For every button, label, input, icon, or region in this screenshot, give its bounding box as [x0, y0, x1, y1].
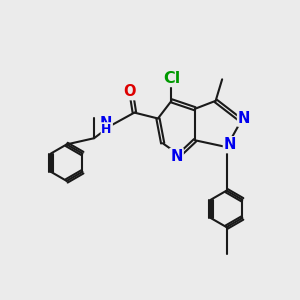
- Text: O: O: [124, 84, 136, 99]
- Text: H: H: [101, 123, 112, 136]
- Text: Cl: Cl: [163, 71, 180, 86]
- Text: N: N: [238, 111, 250, 126]
- Text: N: N: [99, 116, 112, 131]
- Text: N: N: [170, 149, 183, 164]
- Text: N: N: [224, 137, 236, 152]
